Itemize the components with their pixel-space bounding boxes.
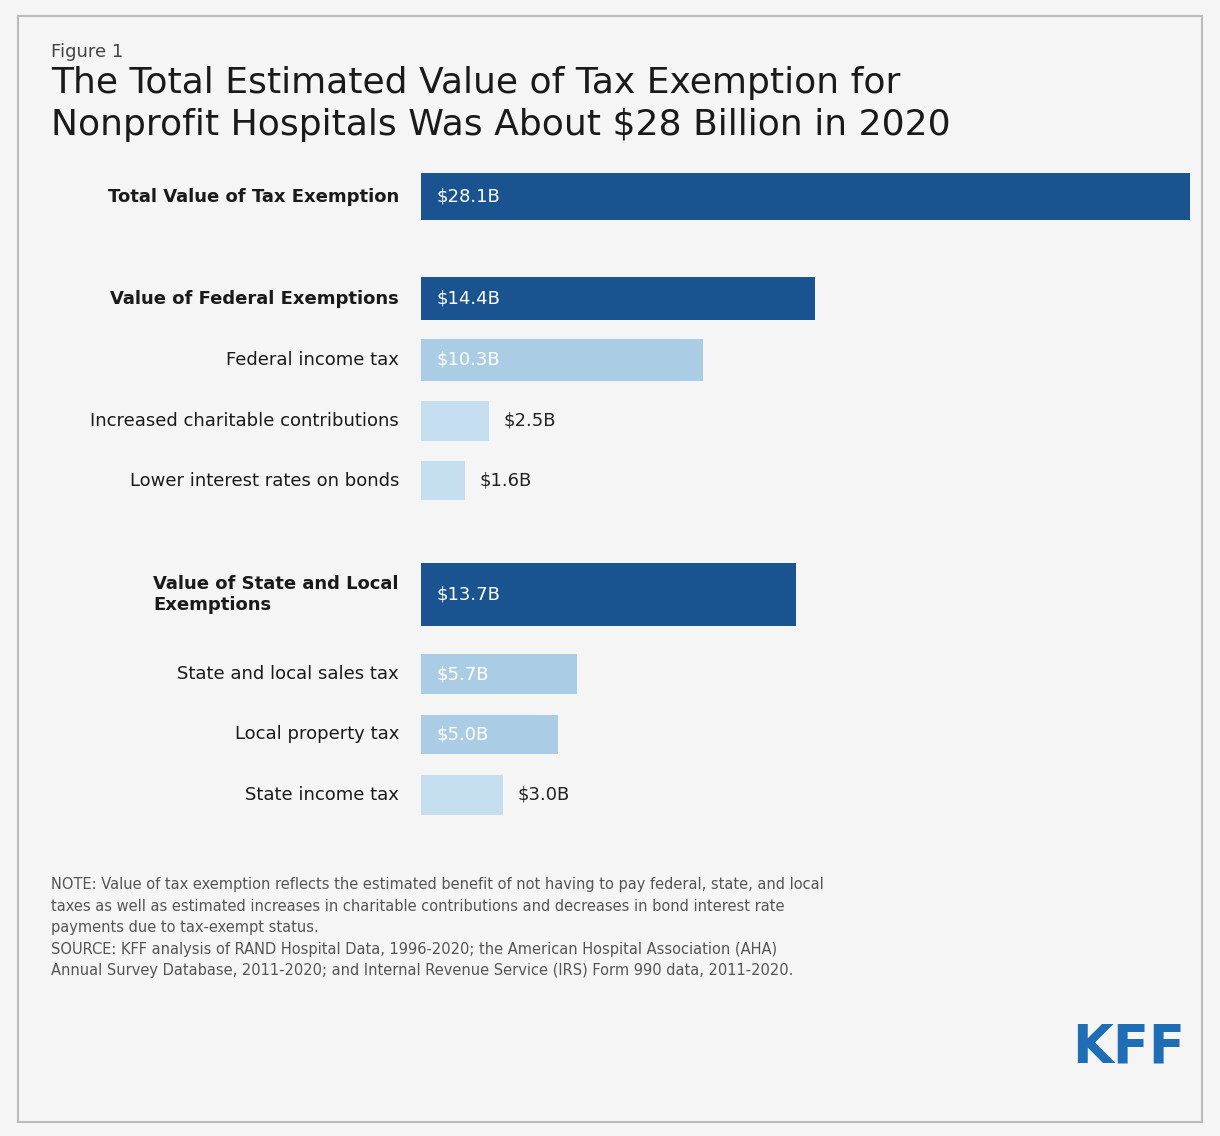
Text: $1.6B: $1.6B: [479, 471, 532, 490]
Bar: [421, 461, 465, 500]
Text: Figure 1: Figure 1: [51, 43, 123, 61]
Text: Value of Federal Exemptions: Value of Federal Exemptions: [110, 290, 399, 308]
Text: Value of State and Local
Exemptions: Value of State and Local Exemptions: [154, 575, 399, 615]
Bar: [421, 654, 577, 694]
Bar: [421, 715, 558, 754]
Text: Total Value of Tax Exemption: Total Value of Tax Exemption: [107, 187, 399, 206]
Text: $5.0B: $5.0B: [437, 726, 489, 743]
Bar: [421, 173, 1190, 220]
Text: $10.3B: $10.3B: [437, 351, 500, 368]
Text: Local property tax: Local property tax: [234, 726, 399, 743]
Text: Federal income tax: Federal income tax: [226, 351, 399, 368]
Bar: [421, 277, 815, 320]
Bar: [421, 775, 503, 815]
Text: The Total Estimated Value of Tax Exemption for: The Total Estimated Value of Tax Exempti…: [51, 66, 900, 100]
Text: Lower interest rates on bonds: Lower interest rates on bonds: [129, 471, 399, 490]
Text: $5.7B: $5.7B: [437, 666, 489, 683]
Text: State income tax: State income tax: [245, 786, 399, 803]
Text: State and local sales tax: State and local sales tax: [177, 666, 399, 683]
Text: Increased charitable contributions: Increased charitable contributions: [90, 412, 399, 429]
Bar: [421, 339, 703, 381]
Text: $3.0B: $3.0B: [517, 786, 570, 803]
Text: $14.4B: $14.4B: [437, 290, 500, 308]
Text: NOTE: Value of tax exemption reflects the estimated benefit of not having to pay: NOTE: Value of tax exemption reflects th…: [51, 877, 824, 978]
Text: $2.5B: $2.5B: [504, 412, 556, 429]
Text: Nonprofit Hospitals Was About $28 Billion in 2020: Nonprofit Hospitals Was About $28 Billio…: [51, 108, 950, 142]
Text: $28.1B: $28.1B: [437, 187, 500, 206]
Text: $13.7B: $13.7B: [437, 586, 500, 603]
Bar: [421, 401, 489, 441]
Text: KFF: KFF: [1072, 1021, 1185, 1074]
Bar: [421, 563, 795, 626]
